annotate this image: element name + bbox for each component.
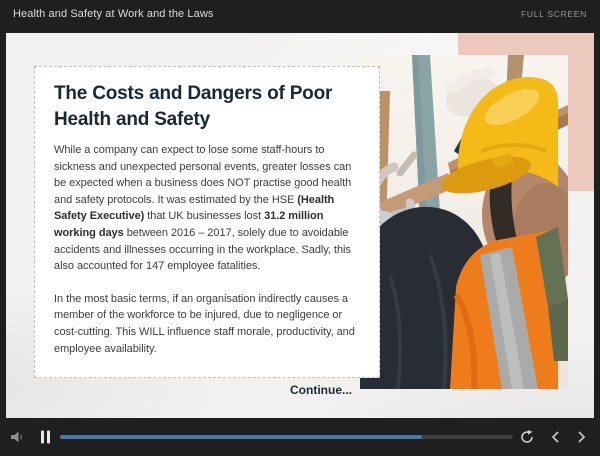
course-title: Health and Safety at Work and the Laws bbox=[13, 7, 214, 20]
slide-title-line2: Health and Safety bbox=[54, 109, 211, 130]
seekbar[interactable] bbox=[60, 435, 513, 439]
slide-stage: The Costs and Dangers of Poor Health and… bbox=[6, 33, 594, 418]
body-paragraph-1: While a company can expect to lose some … bbox=[54, 144, 352, 273]
body-paragraph-2: In the most basic terms, if an organisat… bbox=[54, 292, 355, 355]
slide-card: The Costs and Dangers of Poor Health and… bbox=[34, 66, 380, 378]
player-control-bar bbox=[0, 418, 600, 456]
seekbar-fill bbox=[60, 435, 423, 439]
harness-strap bbox=[536, 227, 568, 307]
next-slide-icon[interactable] bbox=[577, 431, 586, 444]
worker-photo bbox=[360, 55, 568, 389]
top-bar: Health and Safety at Work and the Laws F… bbox=[0, 0, 600, 33]
replay-icon[interactable] bbox=[520, 430, 534, 444]
continue-label[interactable]: Continue... bbox=[290, 383, 352, 397]
pause-icon[interactable] bbox=[41, 430, 51, 444]
slide-title-line1: The Costs and Dangers of Poor bbox=[54, 83, 333, 104]
slide-title: The Costs and Dangers of Poor Health and… bbox=[54, 81, 357, 133]
hard-hat bbox=[441, 77, 558, 194]
fullscreen-button[interactable]: FULL SCREEN bbox=[521, 8, 587, 19]
volume-icon[interactable] bbox=[10, 430, 24, 444]
previous-slide-icon[interactable] bbox=[551, 431, 560, 444]
